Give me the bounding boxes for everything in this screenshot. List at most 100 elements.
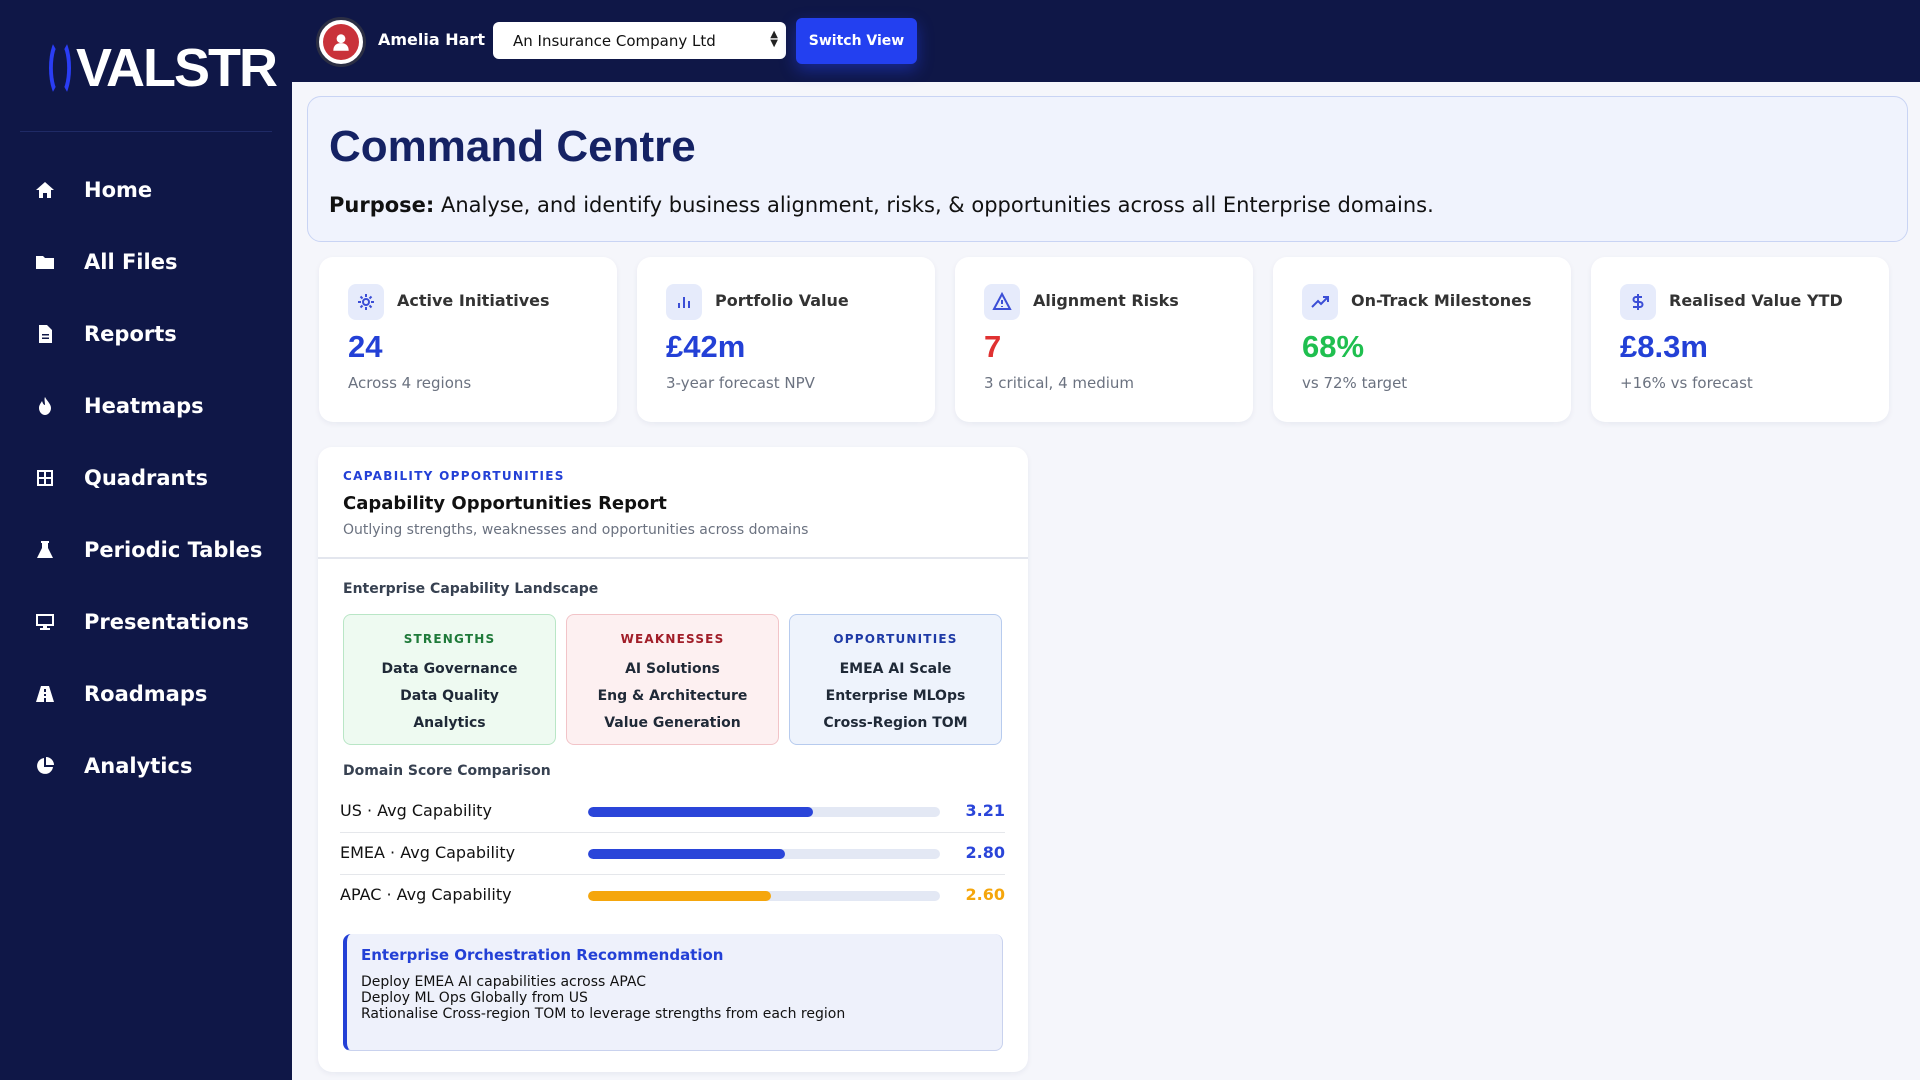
sidebar-nav: Home All Files Reports Heatmaps Quadrant… — [0, 154, 292, 802]
strengths-title: STRENGTHS — [403, 632, 496, 646]
landscape-label: Enterprise Capability Landscape — [343, 581, 599, 597]
valstr-logo[interactable]: VALSTR — [40, 36, 278, 100]
sidebar-item-roadmaps[interactable]: Roadmaps — [0, 658, 292, 730]
kpi-value: 24 — [348, 329, 383, 364]
score-bar-fill — [588, 891, 772, 901]
kpi-card-on-track-milestones[interactable]: On-Track Milestones 68% vs 72% target — [1273, 257, 1571, 422]
kpi-value: 68% — [1302, 329, 1365, 364]
panel-subtitle: Outlying strengths, weaknesses and oppor… — [343, 522, 809, 538]
avatar[interactable] — [316, 17, 366, 67]
panel-eyebrow: CAPABILITY OPPORTUNITIES — [343, 469, 565, 483]
sidebar-item-analytics[interactable]: Analytics — [0, 730, 292, 802]
weaknesses-title: WEAKNESSES — [620, 632, 725, 646]
sidebar-divider — [20, 131, 272, 132]
recommendation-lines: Deploy EMEA AI capabilities across APAC … — [361, 974, 845, 1022]
score-row-apac: APAC · Avg Capability 2.60 — [340, 875, 1005, 917]
sidebar-item-label: Reports — [84, 322, 177, 346]
sidebar-item-label: Presentations — [84, 610, 250, 634]
page-header: Command Centre Purpose: Analyse, and ide… — [307, 96, 1908, 242]
purpose-description: Analyse, and identify business alignment… — [434, 193, 1434, 217]
page-title: Command Centre — [329, 122, 696, 171]
recommendation-line: Deploy ML Ops Globally from US — [361, 990, 588, 1006]
kpi-label: Portfolio Value — [715, 291, 849, 310]
weaknesses-box: WEAKNESSES AI Solutions Eng & Architectu… — [566, 614, 779, 745]
sidebar-item-label: Heatmaps — [84, 394, 204, 418]
sidebar-item-home[interactable]: Home — [0, 154, 292, 226]
strength-item: Data Governance — [381, 661, 518, 677]
kpi-subtext: Across 4 regions — [348, 374, 472, 392]
purpose-text: Purpose: Analyse, and identify business … — [329, 193, 1434, 217]
panel-title: Capability Opportunities Report — [343, 493, 667, 514]
kpi-label: Alignment Risks — [1033, 291, 1179, 310]
opportunities-title: OPPORTUNITIES — [833, 632, 958, 646]
folder-icon — [34, 251, 56, 273]
pie-chart-icon — [34, 755, 56, 777]
document-icon — [34, 323, 56, 345]
sidebar-item-label: All Files — [84, 250, 178, 274]
score-comparison-label: Domain Score Comparison — [343, 763, 551, 779]
sidebar-item-reports[interactable]: Reports — [0, 298, 292, 370]
score-name: EMEA · Avg Capability — [340, 843, 516, 862]
sidebar-item-label: Quadrants — [84, 466, 209, 490]
capability-opportunities-panel: CAPABILITY OPPORTUNITIES Capability Oppo… — [318, 447, 1028, 1072]
score-bar-fill — [588, 849, 786, 859]
trend-up-icon — [1302, 284, 1338, 320]
weakness-item: AI Solutions — [625, 661, 720, 677]
switch-view-button[interactable]: Switch View — [796, 18, 917, 64]
flask-icon — [34, 539, 56, 561]
panel-divider — [318, 557, 1028, 559]
score-bar-track — [588, 849, 940, 859]
kpi-card-active-initiatives[interactable]: Active Initiatives 24 Across 4 regions — [319, 257, 617, 422]
sidebar-item-all-files[interactable]: All Files — [0, 226, 292, 298]
user-name: Amelia Hart — [378, 30, 485, 49]
weakness-item: Value Generation — [604, 715, 741, 731]
kpi-card-portfolio-value[interactable]: Portfolio Value £42m 3-year forecast NPV — [637, 257, 935, 422]
kpi-subtext: 3-year forecast NPV — [666, 374, 815, 392]
grid-icon — [34, 467, 56, 489]
opportunity-item: Cross-Region TOM — [823, 715, 968, 731]
kpi-label: Active Initiatives — [397, 291, 550, 310]
sparkle-icon — [348, 284, 384, 320]
recommendation-title: Enterprise Orchestration Recommendation — [361, 946, 724, 964]
score-name: US · Avg Capability — [340, 801, 493, 820]
sidebar-item-quadrants[interactable]: Quadrants — [0, 442, 292, 514]
kpi-value: 7 — [984, 329, 1002, 364]
logo-text: VALSTR — [76, 38, 278, 98]
logo-mark-icon — [49, 37, 71, 99]
score-value: 2.60 — [965, 885, 1005, 904]
sidebar-item-label: Roadmaps — [84, 682, 208, 706]
kpi-label: Realised Value YTD — [1669, 291, 1843, 310]
strength-item: Data Quality — [400, 688, 499, 704]
company-select[interactable]: An Insurance Company Ltd ▲ ▼ — [493, 22, 786, 59]
sidebar-item-label: Home — [84, 178, 153, 202]
user-icon — [323, 24, 359, 60]
opportunities-box: OPPORTUNITIES EMEA AI Scale Enterprise M… — [789, 614, 1002, 745]
strengths-box: STRENGTHS Data Governance Data Quality A… — [343, 614, 556, 745]
kpi-value: £42m — [666, 329, 746, 364]
score-row-emea: EMEA · Avg Capability 2.80 — [340, 833, 1005, 875]
sidebar-item-periodic-tables[interactable]: Periodic Tables — [0, 514, 292, 586]
recommendation-box: Enterprise Orchestration Recommendation … — [343, 934, 1003, 1051]
kpi-subtext: +16% vs forecast — [1620, 374, 1753, 392]
warning-icon — [984, 284, 1020, 320]
score-bar-fill — [588, 807, 814, 817]
strength-item: Analytics — [413, 715, 486, 731]
score-bar-track — [588, 807, 940, 817]
score-name: APAC · Avg Capability — [340, 885, 512, 904]
score-bar-track — [588, 891, 940, 901]
recommendation-line: Deploy EMEA AI capabilities across APAC — [361, 974, 647, 990]
sidebar-item-presentations[interactable]: Presentations — [0, 586, 292, 658]
road-icon — [34, 683, 56, 705]
kpi-card-realised-value-ytd[interactable]: Realised Value YTD £8.3m +16% vs forecas… — [1591, 257, 1889, 422]
kpi-card-alignment-risks[interactable]: Alignment Risks 7 3 critical, 4 medium — [955, 257, 1253, 422]
sidebar-item-heatmaps[interactable]: Heatmaps — [0, 370, 292, 442]
select-arrows-icon: ▲ ▼ — [770, 29, 778, 49]
bar-chart-icon — [666, 284, 702, 320]
kpi-value: £8.3m — [1620, 329, 1708, 364]
home-icon — [34, 179, 56, 201]
score-value: 2.80 — [965, 843, 1005, 862]
kpi-subtext: 3 critical, 4 medium — [984, 374, 1135, 392]
kpi-label: On-Track Milestones — [1351, 291, 1532, 310]
score-row-us: US · Avg Capability 3.21 — [340, 791, 1005, 833]
weakness-item: Eng & Architecture — [597, 688, 748, 704]
